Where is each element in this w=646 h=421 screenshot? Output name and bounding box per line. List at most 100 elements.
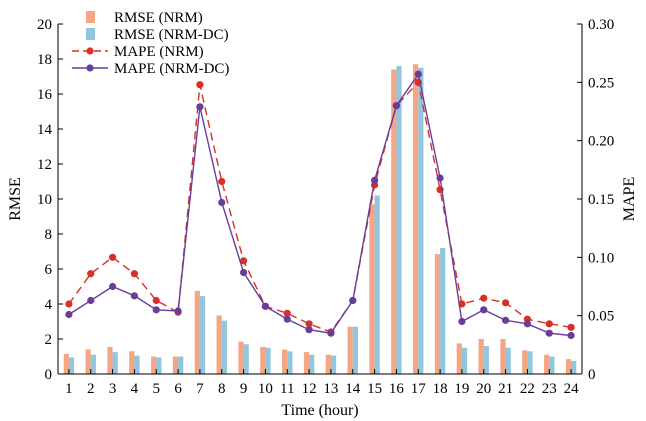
point-mape-nrm-dc-22 <box>523 320 532 328</box>
point-mape-nrm-dc-19 <box>458 317 466 326</box>
bar-rmse-nrm-dc-7 <box>199 296 206 374</box>
bar-rmse-nrm-15 <box>369 204 375 374</box>
point-mape-nrm-dc-1 <box>65 310 73 319</box>
right-tick-label: 0.15 <box>588 192 614 208</box>
bar-rmse-nrm-dc-3 <box>112 352 118 374</box>
point-mape-nrm-dc-20 <box>480 306 488 314</box>
x-tick-label: 4 <box>131 381 139 397</box>
point-mape-nrm-dc-6 <box>174 307 182 315</box>
point-mape-nrm-dc-16 <box>392 102 401 110</box>
point-mape-nrm-20 <box>480 294 488 302</box>
point-mape-nrm-dc-9 <box>239 268 248 277</box>
point-mape-nrm-dc-14 <box>349 296 357 305</box>
point-mape-nrm-5 <box>152 296 160 305</box>
bar-rmse-nrm-dc-19 <box>461 347 468 374</box>
bar-rmse-nrm-3 <box>107 346 113 374</box>
right-tick-label: 0.25 <box>588 75 614 91</box>
line-mape-nrm-dc <box>68 72 572 337</box>
x-tick-label: 10 <box>258 381 273 397</box>
legend-marker-mape-nrm <box>86 47 94 55</box>
bar-rmse-nrm-dc-2 <box>90 354 96 374</box>
point-mape-nrm-4 <box>130 270 139 278</box>
bar-rmse-nrm-21 <box>500 339 506 374</box>
bar-rmse-nrm-11 <box>282 349 288 374</box>
legend: RMSE (NRM)RMSE (NRM-DC)MAPE (NRM)MAPE (N… <box>72 10 229 77</box>
bar-rmse-nrm-19 <box>456 343 462 374</box>
bar-rmse-nrm-dc-18 <box>440 248 446 374</box>
x-tick-label: 24 <box>564 381 580 397</box>
x-tick-label: 9 <box>240 381 248 397</box>
line-mape-nrm <box>68 80 572 333</box>
bar-rmse-nrm-dc-15 <box>374 195 380 374</box>
left-tick-label: 18 <box>37 52 52 68</box>
left-tick-label: 6 <box>45 262 53 278</box>
bar-rmse-nrm-dc-13 <box>330 355 337 374</box>
x-tick-label: 15 <box>367 381 382 397</box>
x-tick-label: 13 <box>323 381 338 397</box>
point-mape-nrm-dc-15 <box>370 176 379 184</box>
bar-rmse-nrm-dc-22 <box>527 351 533 374</box>
point-mape-nrm-dc-12 <box>305 326 313 334</box>
legend-label-rmse-nrm: RMSE (NRM) <box>114 10 203 26</box>
x-tick-label: 16 <box>389 381 405 397</box>
bar-rmse-nrm-dc-12 <box>309 354 315 374</box>
y2-axis-title: MAPE <box>621 177 638 221</box>
left-tick-label: 10 <box>37 192 52 208</box>
bar-rmse-nrm-dc-16 <box>396 66 402 374</box>
point-mape-nrm-21 <box>501 299 510 307</box>
point-mape-nrm-3 <box>108 253 117 261</box>
x-tick-label: 22 <box>520 381 535 397</box>
x-tick-label: 3 <box>109 381 117 397</box>
x-tick-label: 11 <box>280 381 294 397</box>
left-tick-label: 16 <box>37 87 53 103</box>
legend-swatch-rmse-nrm-dc <box>86 28 95 40</box>
point-mape-nrm-11 <box>283 309 291 317</box>
point-mape-nrm-dc-17 <box>414 70 422 78</box>
axes-layer: 0246810121416182000.050.100.150.200.250.… <box>7 17 638 419</box>
right-tick-label: 0.05 <box>588 309 614 325</box>
point-mape-nrm-dc-18 <box>436 174 444 182</box>
point-mape-nrm-7 <box>196 81 204 89</box>
bar-rmse-nrm-dc-9 <box>243 344 249 374</box>
bar-rmse-nrm-17 <box>413 64 419 374</box>
legend-label-mape-nrm-dc: MAPE (NRM-DC) <box>114 61 229 77</box>
left-tick-label: 0 <box>45 367 53 383</box>
right-tick-label: 0.30 <box>588 17 614 33</box>
bar-rmse-nrm-dc-10 <box>265 347 271 374</box>
left-tick-label: 8 <box>45 227 53 243</box>
bar-rmse-nrm-dc-1 <box>68 357 75 374</box>
bar-rmse-nrm-7 <box>194 290 200 374</box>
bar-rmse-nrm-16 <box>391 69 397 374</box>
y-axis-title: RMSE <box>7 177 24 221</box>
x-tick-label: 1 <box>65 381 73 397</box>
left-tick-label: 4 <box>45 297 53 313</box>
point-mape-nrm-dc-5 <box>152 306 160 314</box>
point-mape-nrm-dc-3 <box>108 282 117 291</box>
bar-rmse-nrm-12 <box>303 352 310 374</box>
point-mape-nrm-dc-24 <box>567 331 575 340</box>
x-tick-label: 2 <box>87 381 95 397</box>
point-mape-nrm-2 <box>87 270 95 278</box>
left-tick-label: 12 <box>37 157 52 173</box>
x-tick-label: 14 <box>345 381 361 397</box>
left-tick-label: 14 <box>37 122 53 138</box>
point-mape-nrm-dc-13 <box>327 329 335 337</box>
bar-rmse-nrm-dc-21 <box>505 347 511 374</box>
x-tick-label: 5 <box>153 381 161 397</box>
right-tick-label: 0.20 <box>588 134 614 150</box>
point-mape-nrm-dc-21 <box>501 316 510 324</box>
bar-rmse-nrm-23 <box>544 354 550 374</box>
bar-rmse-nrm-dc-14 <box>352 326 358 374</box>
bar-rmse-nrm-6 <box>172 356 179 374</box>
bar-rmse-nrm-dc-17 <box>418 67 424 374</box>
x-tick-label: 21 <box>498 381 513 397</box>
bars-layer <box>63 64 577 374</box>
left-tick-label: 2 <box>45 332 53 348</box>
x-tick-label: 7 <box>196 381 204 397</box>
point-mape-nrm-24 <box>567 323 575 331</box>
point-mape-nrm-8 <box>218 177 226 186</box>
point-mape-nrm-23 <box>545 320 553 328</box>
bar-rmse-nrm-4 <box>129 351 135 374</box>
point-mape-nrm-9 <box>239 257 248 265</box>
